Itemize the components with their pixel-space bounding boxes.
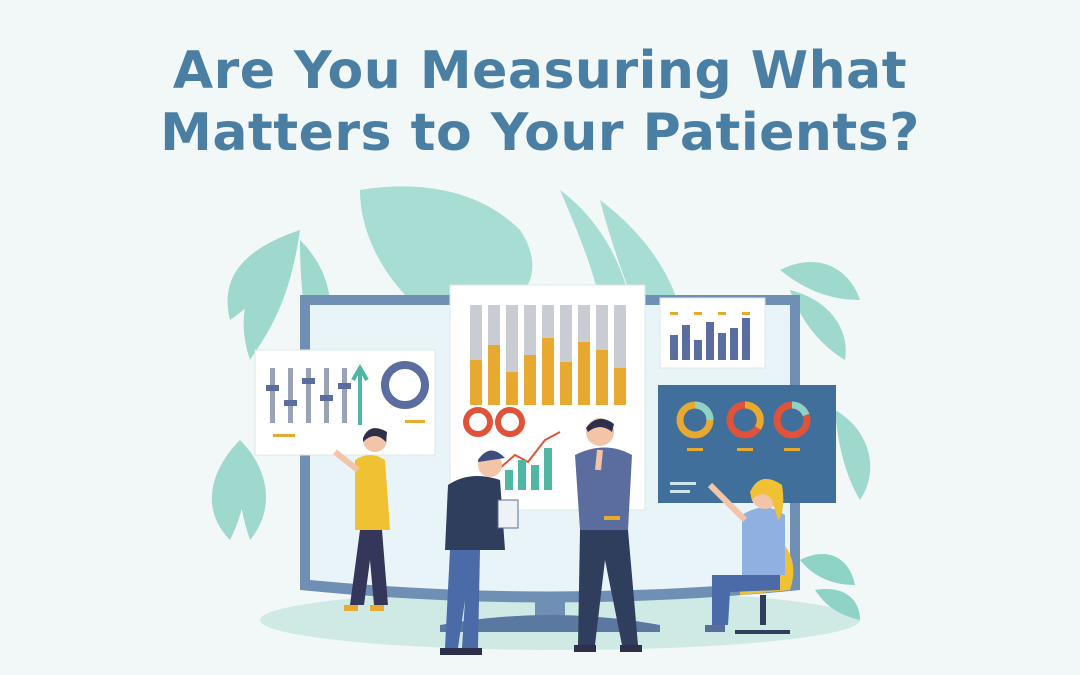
slider-panel-icon — [254, 349, 436, 456]
headline: Are You Measuring What Matters to Your P… — [0, 40, 1080, 164]
right-bar-panel-icon — [659, 297, 766, 369]
man-thinking — [574, 418, 642, 652]
donut-panel-icon — [658, 385, 836, 503]
woman-sitting — [705, 478, 785, 632]
fern-icon — [800, 554, 860, 620]
headline-line-1: Are You Measuring What — [172, 41, 908, 101]
headline-line-2: Matters to Your Patients? — [160, 103, 920, 163]
right-palm-leaf-icon — [780, 261, 871, 500]
center-monstera-leaf-icon — [360, 186, 680, 320]
man-blue-cap — [440, 450, 519, 655]
trend-line-icon — [499, 431, 561, 490]
woman-yellow-shirt — [333, 428, 390, 611]
donut-chart-icon — [381, 361, 429, 409]
